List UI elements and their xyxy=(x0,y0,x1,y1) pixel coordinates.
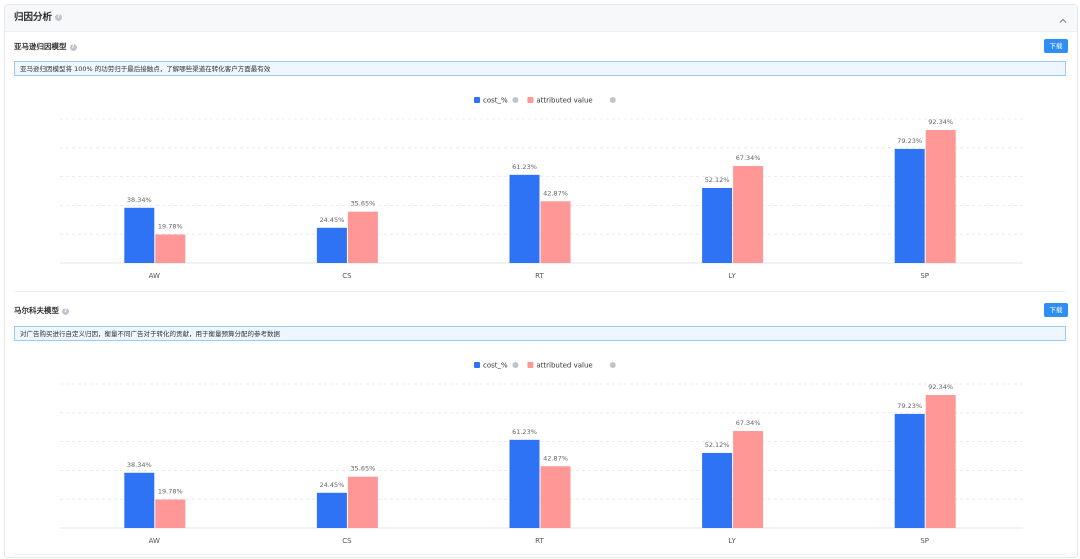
data-label: 35.65% xyxy=(351,200,376,208)
bar-attributed xyxy=(925,130,956,263)
info-banner: 亚马逊归因模型将 100% 的功劳归于最后接触点，了解哪些渠道在转化客户方面最有… xyxy=(14,61,1066,76)
data-label: 38.34% xyxy=(127,196,152,204)
x-tick-label: SP xyxy=(920,272,929,280)
help-icon xyxy=(512,362,519,368)
section-divider xyxy=(14,291,1066,292)
legend-swatch xyxy=(474,97,480,103)
x-tick-label: LY xyxy=(728,537,736,545)
x-tick-label: SP xyxy=(920,537,929,545)
bar-cost xyxy=(509,439,540,528)
legend-swatch xyxy=(474,362,480,368)
help-icon xyxy=(609,362,616,368)
bar-cost xyxy=(124,207,155,263)
help-icon[interactable]: ? xyxy=(62,307,69,315)
legend-label: attributed value xyxy=(536,362,592,370)
data-label: 92.34% xyxy=(928,118,953,126)
help-icon xyxy=(609,97,616,103)
bar-cost xyxy=(124,472,155,528)
bar-cost xyxy=(316,492,347,528)
download-button[interactable]: 下载 xyxy=(1044,39,1068,53)
data-label: 42.87% xyxy=(543,189,568,197)
bar-cost xyxy=(894,148,925,263)
data-label: 79.23% xyxy=(897,402,922,410)
x-tick-label: LY xyxy=(728,272,736,280)
help-icon[interactable]: ? xyxy=(69,43,77,51)
download-button[interactable]: 下载 xyxy=(1044,303,1068,317)
bar-attributed xyxy=(540,201,571,263)
data-label: 42.87% xyxy=(543,454,568,462)
section-title: 马尔科夫模型 xyxy=(14,306,59,315)
section-divider xyxy=(14,554,1066,555)
bar-chart: cost_% attributed value 38.34% 19.78% AW 24.4… xyxy=(60,362,1023,545)
data-label: 24.45% xyxy=(320,216,345,224)
bar-cost xyxy=(702,452,733,528)
data-label: 61.23% xyxy=(512,428,537,436)
attribution-panel: 归因分析? 亚马逊归因模型? 下载 亚马逊归因模型将 100% 的功劳归于最后接… xyxy=(4,4,1078,558)
data-label: 19.78% xyxy=(158,223,183,231)
legend-swatch xyxy=(527,362,534,368)
bar-cost xyxy=(702,187,733,263)
bar-attributed xyxy=(733,166,764,263)
data-label: 24.45% xyxy=(320,481,345,489)
bar-attributed xyxy=(347,211,378,263)
bar-attributed xyxy=(733,431,764,528)
data-label: 67.34% xyxy=(736,154,761,162)
legend-label: attributed value xyxy=(536,97,592,105)
data-label: 79.23% xyxy=(897,137,922,145)
section-title: 亚马逊归因模型 xyxy=(14,42,67,51)
collapse-chevron-up-icon[interactable] xyxy=(1057,12,1069,24)
section-title-wrap: 马尔科夫模型? xyxy=(14,306,69,316)
bar-attributed xyxy=(347,476,378,528)
data-label: 61.23% xyxy=(512,163,537,171)
bar-cost xyxy=(894,413,925,528)
info-banner: 对广告购买进行自定义归因，衡量不同广告对于转化的贡献，用于衡量预算分配的参考数据 xyxy=(14,326,1066,341)
x-tick-label: CS xyxy=(342,537,352,545)
bar-cost xyxy=(316,227,347,263)
help-icon[interactable]: ? xyxy=(55,14,63,21)
bar-attributed xyxy=(925,395,956,528)
section-title-wrap: 亚马逊归因模型? xyxy=(14,42,77,52)
data-label: 19.78% xyxy=(158,488,183,496)
x-tick-label: RT xyxy=(535,272,544,280)
x-tick-label: AW xyxy=(149,272,160,280)
data-label: 38.34% xyxy=(127,461,152,469)
bar-attributed xyxy=(155,499,186,528)
data-label: 67.34% xyxy=(736,419,761,427)
data-label: 35.65% xyxy=(351,465,376,473)
bar-chart: cost_% attributed value 38.34% 19.78% AW 24.4… xyxy=(60,97,1023,280)
bar-cost xyxy=(509,174,540,263)
legend-label: cost_% xyxy=(483,97,508,105)
legend-label: cost_% xyxy=(483,362,508,370)
help-icon xyxy=(512,97,519,103)
x-tick-label: RT xyxy=(535,537,544,545)
bar-attributed xyxy=(540,466,571,528)
bar-attributed xyxy=(155,234,186,263)
data-label: 52.12% xyxy=(705,441,730,449)
x-tick-label: CS xyxy=(342,272,352,280)
x-tick-label: AW xyxy=(149,537,160,545)
panel-title: 归因分析 xyxy=(14,12,53,23)
panel-title-wrap: 归因分析? xyxy=(14,11,63,25)
data-label: 92.34% xyxy=(928,383,953,391)
legend-swatch xyxy=(527,97,534,103)
panel-header: 归因分析? xyxy=(5,5,1077,32)
data-label: 52.12% xyxy=(705,176,730,184)
